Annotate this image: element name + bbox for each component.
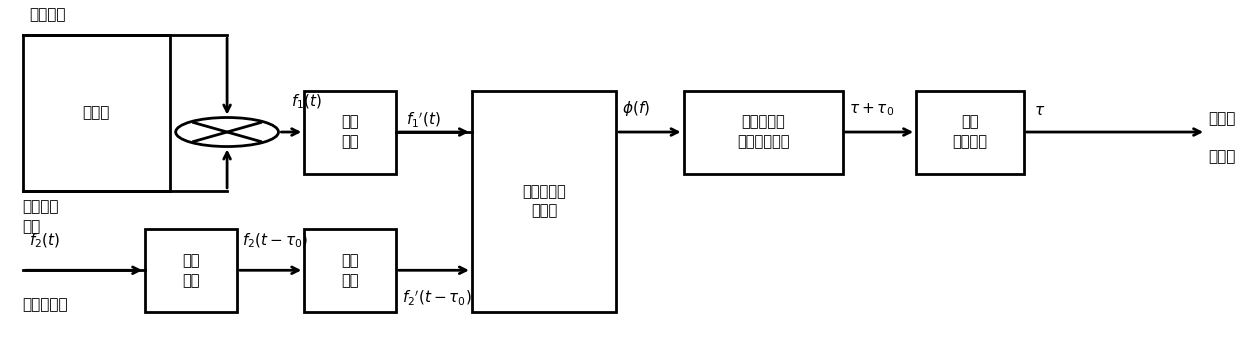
Bar	[22, 35, 170, 191]
Bar	[304, 229, 396, 312]
Text: 中频信号: 中频信号	[29, 7, 66, 22]
Text: 码相位: 码相位	[1209, 111, 1236, 126]
Text: 计算互相关
相位谱: 计算互相关 相位谱	[522, 184, 565, 219]
Text: 傅立叶变换
提取条纹频率: 傅立叶变换 提取条纹频率	[737, 115, 790, 150]
Text: $\tau$: $\tau$	[1033, 103, 1045, 118]
Text: 时域
折幅: 时域 折幅	[341, 115, 358, 150]
Bar	[916, 91, 1024, 174]
Text: $f_1(t)$: $f_1(t)$	[290, 93, 322, 111]
Text: $\tau + \tau_0$: $\tau + \tau_0$	[848, 102, 894, 118]
Text: 减去
补偿时延: 减去 补偿时延	[952, 115, 987, 150]
Text: 混频器: 混频器	[82, 105, 110, 120]
Text: 测量值: 测量值	[1209, 149, 1236, 164]
Circle shape	[176, 118, 279, 146]
Text: $f_2{}'(t-\tau_0)$: $f_2{}'(t-\tau_0)$	[402, 288, 472, 306]
Bar	[145, 229, 237, 312]
Bar	[683, 91, 843, 174]
Text: $f_2(t-\tau_0)$: $f_2(t-\tau_0)$	[242, 231, 308, 249]
Text: $f_1{}'(t)$: $f_1{}'(t)$	[405, 110, 440, 129]
Bar	[472, 91, 616, 312]
Text: 本地复制
载波: 本地复制 载波	[22, 199, 60, 234]
Text: 时域
折幅: 时域 折幅	[341, 253, 358, 288]
Text: $\phi(f)$: $\phi(f)$	[622, 99, 650, 118]
Bar	[304, 91, 396, 174]
Text: 补偿
时延: 补偿 时延	[182, 253, 200, 288]
Text: $f_2(t)$: $f_2(t)$	[29, 231, 60, 249]
Text: 本地复制码: 本地复制码	[22, 297, 68, 312]
